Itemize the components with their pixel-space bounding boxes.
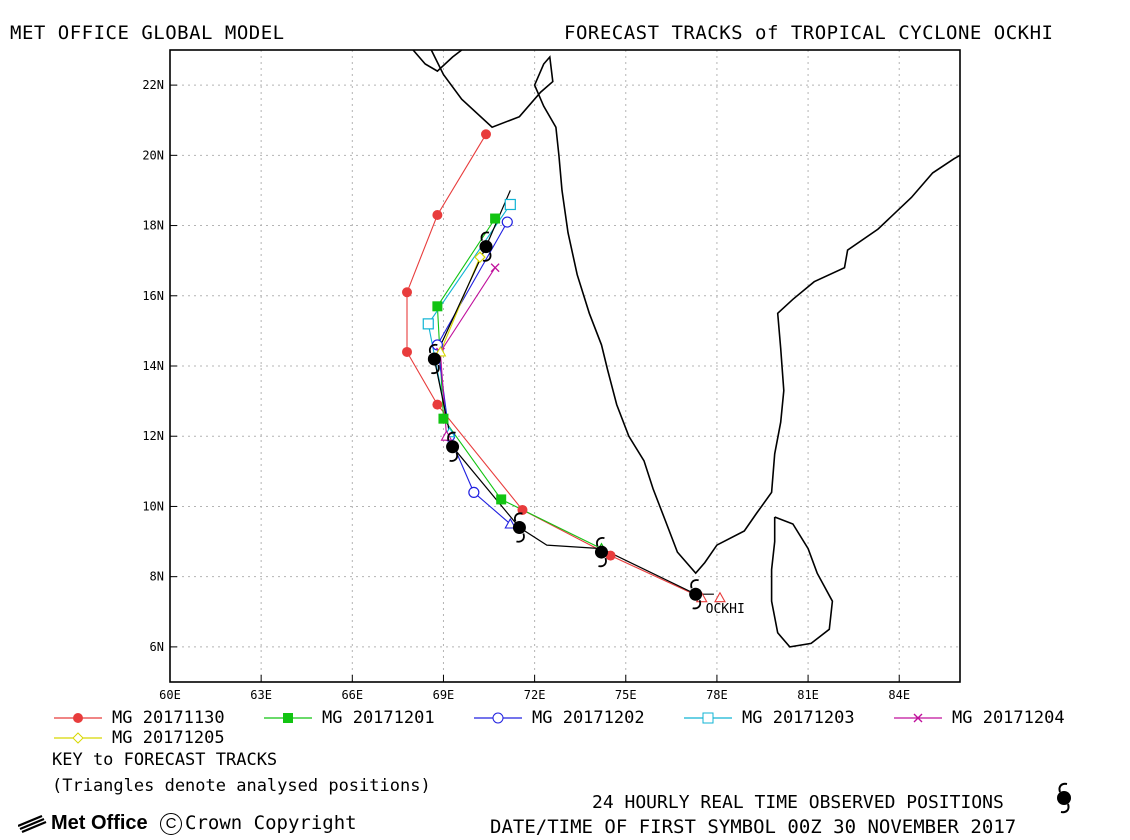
track-map: OCKHI 60E 63E 66E 69E 72E 75E 78E 81E 84E 6N 8N 10N 1… [142,49,961,702]
forecast-point-marker [468,486,480,498]
x-tick-label: 69E [433,688,455,702]
coastline-india [430,49,961,575]
forecast-point-marker [501,216,513,228]
x-tick-label: 72E [524,688,546,702]
analysed-position-triangle [714,591,726,603]
x-tick-label: 60E [159,688,181,702]
legend-label: MG 20171204 [952,708,1065,728]
observed-symbol-tail [480,231,490,241]
met-office-logo: Met Office [17,812,148,835]
x-tick-label: 84E [888,688,910,702]
forecast-track-line-1 [436,218,602,550]
forecast-track-line-2 [436,221,511,525]
forecast-point-marker [422,318,434,330]
x-tick-label: 63E [250,688,272,702]
forecast-point-marker [481,129,491,140]
legend-marker-icon [54,713,102,723]
observed-symbol-tail [449,452,458,462]
forecast-point-marker [490,263,500,273]
observed-positions-label: 24 HOURLY REAL TIME OBSERVED POSITIONS [592,792,1004,813]
observed-position-symbol [479,240,493,254]
observed-track-line [433,190,714,595]
forecast-point-marker [402,287,412,298]
forecast-point-marker [402,346,412,357]
forecast-point-marker [490,213,501,224]
observed-position-symbol [689,587,703,601]
observed-symbol-tail [428,343,438,354]
first-symbol-datetime: DATE/TIME OF FIRST SYMBOL 00Z 30 NOVEMBE… [490,816,1017,838]
y-tick-label: 16N [142,289,164,303]
forecast-point-marker [438,413,449,424]
legend-label: MG 20171205 [112,728,225,748]
analysed-position-triangle [504,517,517,529]
cyclone-symbol-icon [1057,782,1071,814]
coastline-sri-lanka [770,516,834,648]
y-tick-label: 20N [142,148,164,162]
observed-symbol-tail [596,537,605,547]
x-tick-label: 78E [706,688,728,702]
legend-marker-icon [54,732,102,744]
forecast-point-marker [605,550,616,561]
legend-key-title: KEY to FORECAST TRACKS [52,750,278,770]
y-tick-label: 12N [142,429,164,443]
legend-marker-icon [684,712,732,724]
forecast-point-marker [432,399,443,410]
observed-symbol-tail [514,512,523,522]
forecast-point-marker [432,301,443,312]
y-tick-label: 8N [150,570,164,584]
legend-label: MG 20171130 [112,708,225,728]
observed-symbol-tail [516,533,525,543]
y-tick-label: 14N [142,359,164,373]
observed-symbol-tail [482,252,492,262]
observed-position-symbol [594,545,608,559]
storm-name-label: OCKHI [706,602,745,617]
legend-marker-icon [894,713,942,723]
legend-marker-icon [474,712,522,724]
forecast-track-line-4 [439,267,496,437]
y-tick-label: 6N [150,640,164,654]
x-tick-label: 81E [797,688,819,702]
copyright-symbol: C [160,812,182,835]
observed-position-symbol [446,440,460,454]
x-tick-label: 75E [615,688,637,702]
logo-text: Met Office [51,812,148,834]
observed-position-symbol [512,521,526,535]
map-frame [169,49,961,683]
legend-marker-icon [264,713,312,723]
legend-label: MG 20171202 [532,708,645,728]
y-tick-label: 18N [142,219,164,233]
legend-key-note: (Triangles denote analysed positions) [52,776,431,796]
forecast-point-marker [496,494,507,505]
observed-symbol-tail [447,431,456,442]
legend-label: MG 20171201 [322,708,435,728]
legend-label: MG 20171203 [742,708,855,728]
observed-symbol-tail [598,557,607,568]
observed-position-symbol [427,352,441,366]
copyright: C Crown Copyright [160,812,357,835]
observed-symbol-tail [690,579,699,589]
coastline-north [412,49,463,73]
y-tick-label: 22N [142,78,164,92]
copyright-text: Crown Copyright [185,812,357,834]
observed-symbol-tail [692,599,702,610]
chart-title: FORECAST TRACKS of TROPICAL CYCLONE OCKH… [564,22,1054,44]
forecast-point-marker [432,210,443,221]
forecast-point-marker [474,251,486,264]
observed-symbol-tail [431,364,440,375]
y-tick-label: 10N [142,499,164,513]
forecast-point-marker [504,198,516,211]
x-tick-label: 66E [341,688,363,702]
model-title: MET OFFICE GLOBAL MODEL [10,22,285,44]
met-office-logo-icon [17,814,47,833]
